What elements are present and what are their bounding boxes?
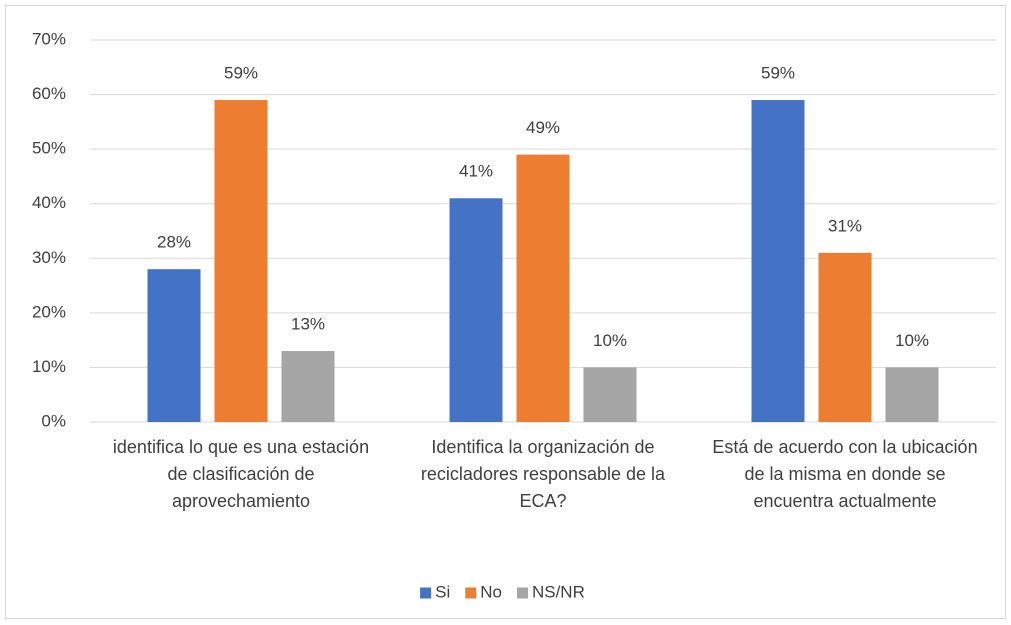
data-label: 41% <box>459 162 493 181</box>
bar <box>818 252 872 422</box>
bar <box>583 367 637 422</box>
y-tick-label: 20% <box>32 302 66 321</box>
data-label: 28% <box>157 233 191 252</box>
data-label: 10% <box>593 331 627 350</box>
data-label: 10% <box>895 331 929 350</box>
legend-swatch <box>516 587 528 599</box>
data-label: 59% <box>224 64 258 83</box>
y-tick-label: 40% <box>32 193 66 212</box>
legend-swatch <box>465 587 477 599</box>
y-tick-label: 30% <box>32 248 66 267</box>
bar <box>885 367 939 422</box>
data-label: 31% <box>828 216 862 235</box>
legend-swatch <box>420 587 432 599</box>
y-tick-label: 60% <box>32 84 66 103</box>
data-label: 49% <box>526 118 560 137</box>
legend-label: NS/NR <box>532 582 585 601</box>
bar <box>214 100 268 423</box>
y-tick-label: 50% <box>32 139 66 158</box>
bar <box>516 154 570 422</box>
y-tick-label: 10% <box>32 357 66 376</box>
x-tick-label: Identifica la organización de reciclador… <box>420 437 666 511</box>
legend-label: Si <box>435 582 450 601</box>
x-tick-label: identifica lo que es una estación de cla… <box>112 437 370 511</box>
y-tick-label: 0% <box>41 411 66 430</box>
bar <box>751 100 805 423</box>
bar <box>281 351 335 422</box>
bar <box>449 198 503 422</box>
data-label: 13% <box>291 315 325 334</box>
data-label: 59% <box>761 64 795 83</box>
legend-label: No <box>480 582 502 601</box>
x-tick-label: Está de acuerdo con la ubicación de la m… <box>712 437 978 511</box>
bar <box>147 269 201 422</box>
y-tick-label: 70% <box>32 29 66 48</box>
